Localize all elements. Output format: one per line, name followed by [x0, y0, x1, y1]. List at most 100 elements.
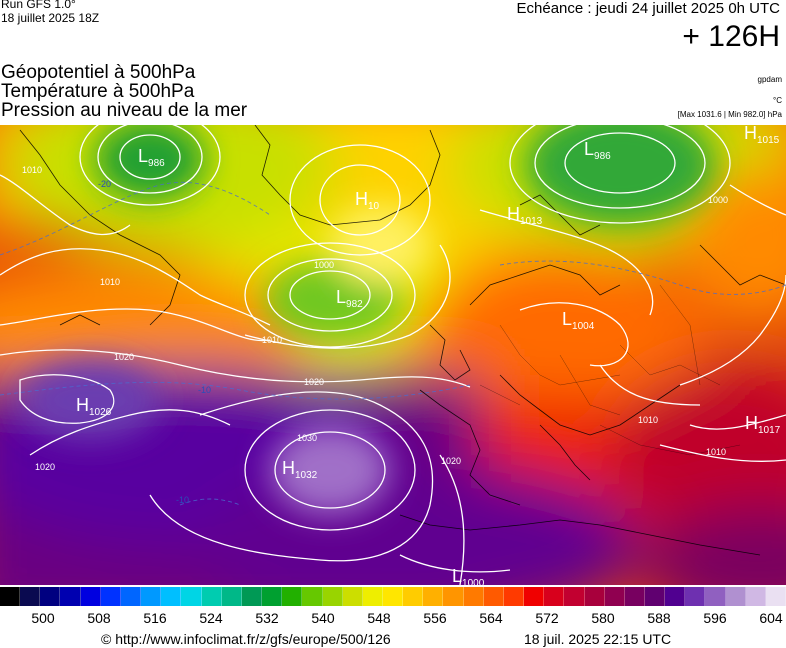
color-swatch: [665, 587, 686, 606]
scale-tick-label: 508: [87, 610, 111, 626]
center-high-1: H1015: [744, 125, 780, 146]
isobar-label: 1000: [708, 195, 728, 205]
title-temperature: Température à 500hPa: [1, 81, 195, 102]
color-swatch: [544, 587, 565, 606]
isobar-label: 1020: [35, 462, 55, 472]
coastlines: [19, 125, 786, 556]
color-swatch: [322, 587, 343, 606]
color-swatch: [403, 587, 424, 606]
isobar-labels: 1010 1010 1020 1020 1020 1030 1000 1010 …: [22, 165, 728, 472]
color-swatch: [20, 587, 41, 606]
center-high-5: H1032: [282, 458, 318, 481]
color-swatch: [685, 587, 706, 606]
geopotential-field: [0, 125, 786, 585]
color-swatch: [80, 587, 101, 606]
color-swatch: [503, 587, 525, 606]
scale-tick-label: 500: [31, 610, 55, 626]
isobar-label: 1030: [297, 433, 317, 443]
center-low-3: L982: [336, 287, 363, 310]
color-swatch: [584, 587, 605, 606]
map-titles: Géopotentiel à 500hPa Température à 500h…: [1, 63, 247, 120]
temperature-labels: -20 -10 -10: [98, 179, 211, 505]
center-high-6: H1017: [745, 413, 781, 436]
color-swatch: [645, 587, 666, 606]
color-swatch: [463, 587, 484, 606]
temp-label: -10: [198, 385, 211, 395]
unit-pressure-range: [Max 1031.6 | Min 982.0] hPa: [677, 110, 782, 119]
run-label: Run GFS 1.0°: [1, 0, 76, 11]
color-swatch: [201, 587, 222, 606]
center-low-4: L1004: [562, 309, 595, 332]
center-low-5: L1000: [452, 566, 485, 585]
temp-label: -20: [98, 179, 111, 189]
isotherms: [0, 181, 786, 506]
color-swatch: [382, 587, 404, 606]
pressure-centers: L986 L986 H1015 H10 H1013 L982 L1004 H10…: [76, 125, 781, 585]
isobar-label: 1020: [114, 352, 134, 362]
center-high-4: H1026: [76, 395, 112, 418]
color-swatch: [60, 587, 81, 606]
map-svg: L986 L986 H1015 H10 H1013 L982 L1004 H10…: [0, 125, 786, 585]
color-swatch: [262, 587, 283, 606]
color-swatch: [221, 587, 242, 606]
scale-tick-label: 540: [311, 610, 335, 626]
color-swatch: [423, 587, 444, 606]
color-scale: [0, 587, 786, 606]
color-swatch: [40, 587, 61, 606]
color-swatch: [282, 587, 303, 606]
scale-tick-label: 564: [479, 610, 503, 626]
isobars: [0, 125, 786, 585]
color-swatch: [624, 587, 645, 606]
color-swatch: [725, 587, 746, 606]
color-swatch: [100, 587, 121, 606]
color-swatch: [141, 587, 162, 606]
isobar-label: 1020: [304, 377, 324, 387]
center-low-2: L986: [584, 139, 611, 162]
scale-tick-label: 596: [703, 610, 727, 626]
scale-tick-label: 532: [255, 610, 279, 626]
scale-tick-label: 604: [759, 610, 783, 626]
color-swatch: [181, 587, 202, 606]
unit-geopotential: gpdam: [757, 75, 782, 84]
color-swatch: [524, 587, 545, 606]
color-swatch: [342, 587, 363, 606]
footer-timestamp: 18 juil. 2025 22:15 UTC: [524, 631, 672, 647]
color-swatch: [302, 587, 323, 606]
color-scale-ticks: 500 508 516 524 532 540 548 556 564 572 580 588 596 6…: [0, 610, 786, 628]
center-high-2: H10: [355, 189, 380, 212]
isobar-label: 1010: [638, 415, 658, 425]
scale-tick-label: 524: [199, 610, 223, 626]
color-swatch: [362, 587, 383, 606]
color-swatch: [443, 587, 464, 606]
color-swatch: [745, 587, 766, 606]
color-swatch: [705, 587, 726, 606]
scale-tick-label: 572: [535, 610, 559, 626]
isobar-label: 1010: [22, 165, 42, 175]
isobar-label: 1010: [262, 335, 282, 345]
weather-map[interactable]: L986 L986 H1015 H10 H1013 L982 L1004 H10…: [0, 125, 786, 585]
footer-url[interactable]: © http://www.infoclimat.fr/z/gfs/europe/…: [101, 631, 391, 647]
color-swatch: [0, 587, 21, 606]
title-geopotential: Géopotentiel à 500hPa: [1, 62, 196, 83]
color-swatch: [483, 587, 504, 606]
color-swatch: [564, 587, 585, 606]
valid-time: Echéance : jeudi 24 juillet 2025 0h UTC: [516, 0, 781, 17]
scale-tick-label: 516: [143, 610, 167, 626]
scale-tick-label: 548: [367, 610, 391, 626]
isobar-label: 1020: [441, 456, 461, 466]
scale-tick-label: 580: [591, 610, 615, 626]
title-pressure: Pression au niveau de la mer: [1, 100, 248, 121]
unit-temperature: °C: [773, 96, 782, 105]
color-swatch: [161, 587, 182, 606]
color-swatch: [241, 587, 263, 606]
isobar-label: 1000: [314, 260, 334, 270]
scale-tick-label: 588: [647, 610, 671, 626]
isobar-label: 1010: [706, 447, 726, 457]
color-swatch: [604, 587, 625, 606]
scale-tick-label: 556: [423, 610, 447, 626]
run-date: 18 juillet 2025 18Z: [1, 11, 100, 25]
color-swatch: [765, 587, 786, 606]
isobar-label: 1010: [100, 277, 120, 287]
center-high-3: H1013: [507, 204, 543, 227]
forecast-lead: + 126H: [682, 20, 780, 53]
